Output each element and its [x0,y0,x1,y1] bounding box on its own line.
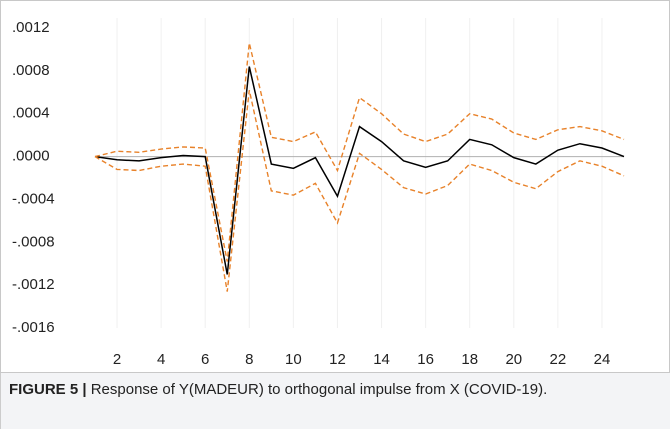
y-tick-label: .0012 [12,19,50,36]
x-tick-label: 18 [461,351,478,368]
x-tick-label: 16 [417,351,434,368]
caption: FIGURE 5 | Response of Y(MADEUR) to orth… [0,373,670,429]
y-tick-label: -.0016 [12,319,55,336]
y-tick-label: .0000 [12,148,50,165]
y-tick-label: -.0008 [12,233,55,250]
y-tick-label: .0008 [12,62,50,79]
x-tick-label: 4 [157,351,165,368]
chart-frame [0,0,670,373]
x-tick-label: 12 [329,351,346,368]
y-tick-label: -.0012 [12,276,55,293]
x-tick-label: 10 [285,351,302,368]
x-tick-label: 8 [245,351,253,368]
y-tick-label: .0004 [12,105,50,122]
y-tick-label: -.0004 [12,190,55,207]
x-tick-label: 24 [594,351,611,368]
x-tick-label: 14 [373,351,390,368]
x-tick-label: 6 [201,351,209,368]
chart: 2 4 6 8 10 12 14 16 18 20 22 24.0012.0008.0004.0000… [0,0,670,373]
caption-label: FIGURE 5 | [9,381,87,398]
x-tick-label: 2 [113,351,121,368]
series-line [94,89,625,292]
x-tick-label: 22 [550,351,567,368]
series-line [94,42,625,262]
series-line [94,66,625,275]
x-tick-label: 20 [505,351,522,368]
caption-text: Response of Y(MADEUR) to orthogonal impu… [90,381,548,398]
